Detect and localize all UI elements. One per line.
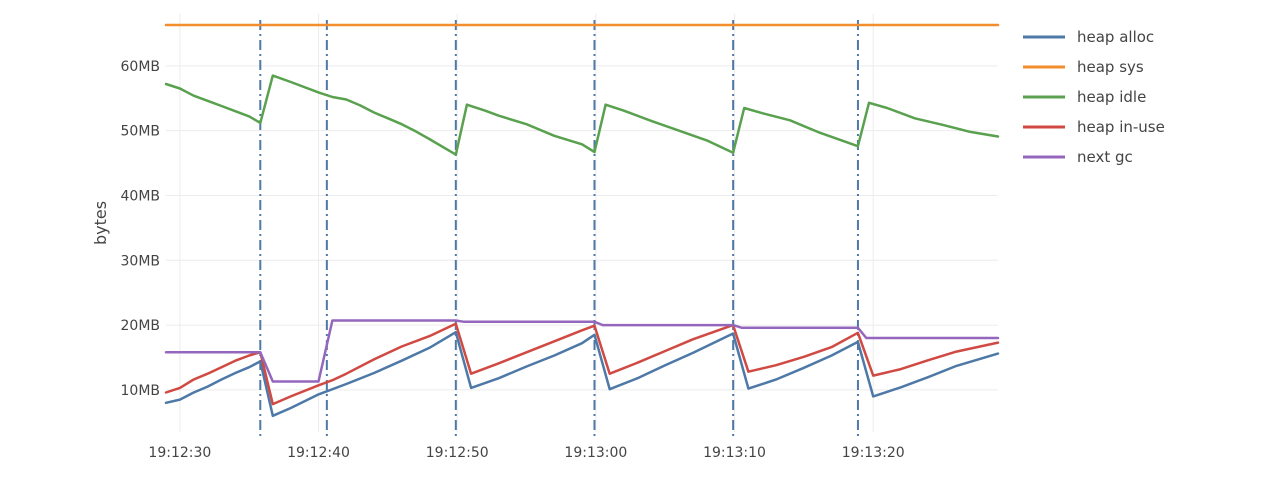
series-group [164,23,1000,418]
legend-label: heap sys [1077,58,1144,76]
y-axis-title: bytes [91,201,110,245]
y-tick-label: 60MB [121,59,161,75]
legend-item[interactable]: heap alloc [1023,28,1154,46]
legend-label: next gc [1077,148,1133,166]
gc-markers [259,20,859,436]
legend-item[interactable]: heap sys [1023,58,1144,76]
axes: 19:12:30 19:12:40 19:12:50 19:13:00 19:13:10… [91,59,905,461]
y-tick-label: 40MB [121,188,161,204]
y-tick-label: 10MB [121,383,161,399]
legend-label: heap alloc [1077,28,1154,46]
y-tick-label: 20MB [121,318,161,334]
series-line-heap-idle [164,74,1000,156]
x-tick-label: 19:13:10 [703,445,766,461]
x-tick-label: 19:13:00 [564,445,627,461]
series-line-heap-in-use [164,322,1000,406]
legend-item[interactable]: heap idle [1023,88,1146,106]
x-tick-label: 19:13:20 [842,445,905,461]
legend-item[interactable]: next gc [1023,148,1133,166]
legend-label: heap idle [1077,88,1146,106]
y-tick-label: 30MB [121,253,161,269]
grid [166,14,998,432]
x-tick-label: 19:12:50 [426,445,489,461]
legend-label: heap in-use [1077,118,1165,136]
y-tick-label: 50MB [121,124,161,140]
legend[interactable]: heap alloc heap sys heap idle heap in-use ne… [1023,28,1165,166]
x-tick-label: 19:12:40 [287,445,350,461]
series-line-heap-alloc [164,330,1000,418]
x-tick-label: 19:12:30 [148,445,211,461]
series-line-next-gc [164,319,1000,383]
legend-item[interactable]: heap in-use [1023,118,1165,136]
